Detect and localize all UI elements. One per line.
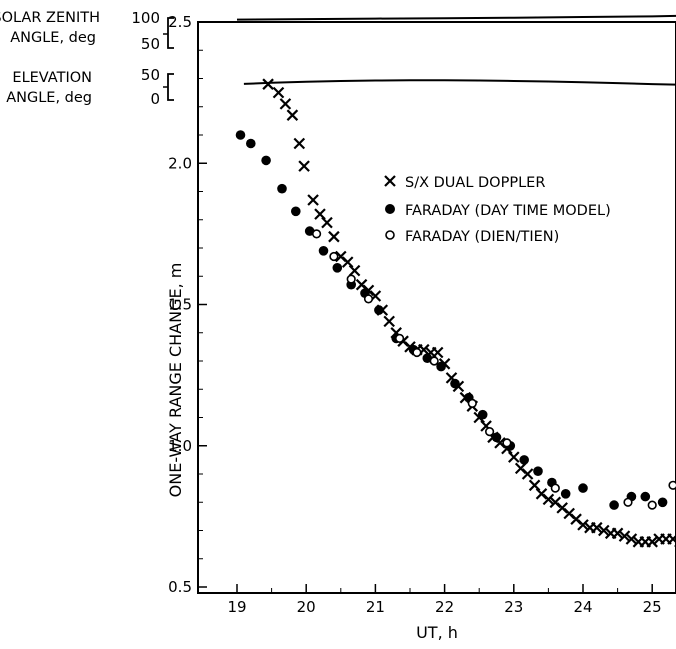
series-sx-dual-doppler: [262, 78, 676, 548]
elevation-curve: [243, 79, 676, 86]
legend-label-faraday-day-time: FARADAY (DAY TIME MODEL): [405, 203, 611, 219]
elevation-tick-50: 50: [141, 66, 160, 84]
solar-zenith-tick-100: 100: [131, 9, 160, 27]
data-point-filled-circle: [578, 483, 588, 493]
solar-zenith-curve: [236, 14, 676, 21]
y-tick-label: 0.5: [168, 578, 192, 596]
data-point-filled-circle: [332, 263, 343, 273]
data-point-filled-circle: [374, 305, 384, 315]
data-point-x-marker: [542, 493, 555, 506]
data-point-x-marker: [286, 109, 299, 121]
data-point-open-circle: [363, 294, 374, 304]
data-point-open-circle: [395, 333, 405, 344]
data-point-x-marker: [611, 527, 624, 540]
data-point-filled-circle: [261, 155, 271, 166]
data-point-open-circle: [502, 438, 512, 448]
data-point-open-circle: [623, 497, 633, 507]
data-point-x-marker: [293, 137, 306, 150]
legend-marker-open-circle: [385, 230, 395, 240]
data-point-x-marker: [307, 194, 319, 206]
y-tick-label: 2.0: [168, 154, 192, 172]
x-axis-title: UT, h: [416, 623, 458, 642]
legend-label-sx-dual-doppler: S/X DUAL DOPPLER: [405, 175, 545, 191]
solar-zenith-label-line2: ANGLE, deg: [10, 30, 96, 46]
y-axis-title: ONE-WAY RANGE CHANGE, m: [166, 263, 185, 498]
data-point-filled-circle: [533, 466, 543, 477]
data-point-filled-circle: [609, 500, 619, 510]
data-point-filled-circle: [246, 138, 256, 149]
data-point-open-circle: [429, 356, 439, 366]
data-point-filled-circle: [277, 183, 287, 194]
data-point-open-circle: [346, 274, 356, 284]
data-point-x-marker: [625, 533, 638, 545]
data-point-filled-circle: [318, 246, 329, 256]
elevation-label-line2: ANGLE, deg: [6, 90, 92, 106]
x-tick-label: 23: [504, 598, 523, 616]
legend: S/X DUAL DOPPLER FARADAY (DAY TIME MODEL…: [384, 175, 611, 245]
data-point-open-circle: [647, 500, 657, 510]
legend-label-faraday-dien-tien: FARADAY (DIEN/TIEN): [405, 229, 559, 245]
x-tick-label: 25: [643, 598, 662, 616]
solar-zenith-tick-50: 50: [141, 35, 160, 53]
data-point-x-marker: [298, 160, 310, 172]
legend-marker-x: [384, 175, 396, 187]
y-axis: 0.5 1.0 1.5 2.0 2.5: [168, 13, 207, 596]
data-point-x-marker: [272, 86, 285, 99]
data-point-x-marker: [528, 479, 541, 492]
data-point-open-circle: [668, 480, 676, 490]
data-point-filled-circle: [491, 432, 502, 443]
data-point-x-marker: [577, 519, 589, 531]
data-point-filled-circle: [657, 497, 668, 508]
data-point-x-marker: [431, 346, 444, 359]
data-point-x-marker: [591, 521, 603, 534]
x-axis: 1920212223242526: [227, 584, 662, 616]
data-point-x-marker: [667, 533, 676, 545]
data-point-x-marker: [521, 468, 534, 480]
data-point-x-marker: [279, 98, 292, 110]
data-point-x-marker: [328, 230, 340, 243]
elevation-label-line1: ELEVATION: [12, 70, 92, 86]
data-point-filled-circle: [436, 361, 446, 372]
x-tick-label: 24: [573, 598, 592, 616]
x-tick-label: 21: [366, 598, 385, 616]
legend-marker-filled-circle: [385, 204, 395, 214]
plot-frame: [197, 21, 676, 594]
data-point-open-circle: [312, 229, 322, 239]
data-point-open-circle: [412, 347, 422, 358]
data-point-filled-circle: [235, 130, 246, 140]
data-point-x-marker: [321, 216, 333, 229]
data-point-filled-circle: [291, 206, 301, 217]
data-point-filled-circle: [519, 455, 529, 465]
data-point-open-circle: [485, 427, 495, 437]
data-point-x-marker: [598, 524, 610, 537]
data-point-filled-circle: [450, 378, 460, 389]
data-point-x-marker: [262, 78, 274, 90]
solar-zenith-bracket: [167, 17, 174, 49]
x-tick-label: 19: [227, 598, 246, 616]
data-point-open-circle: [467, 398, 477, 409]
data-point-x-marker: [341, 256, 354, 268]
data-point-x-marker: [508, 451, 520, 463]
series-faraday-dien-tien: [312, 229, 676, 510]
data-point-open-circle: [550, 483, 560, 493]
solar-zenith-label-line1: SOLAR ZENITH: [0, 10, 100, 26]
data-point-filled-circle: [640, 491, 651, 502]
data-point-filled-circle: [477, 409, 488, 420]
data-point-open-circle: [329, 251, 339, 262]
x-tick-label: 22: [435, 598, 454, 616]
elevation-tick-0: 0: [150, 90, 160, 108]
data-point-filled-circle: [560, 489, 571, 499]
data-point-x-marker: [383, 315, 395, 328]
y-tick-label: 1.5: [168, 296, 192, 314]
elevation-bracket: [167, 73, 174, 101]
data-point-x-marker: [618, 530, 631, 542]
y-tick-label: 2.5: [168, 13, 192, 31]
y-tick-label: 1.0: [168, 437, 192, 455]
x-tick-label: 20: [297, 598, 316, 616]
data-point-x-marker: [348, 264, 361, 277]
data-point-x-marker: [646, 536, 658, 548]
